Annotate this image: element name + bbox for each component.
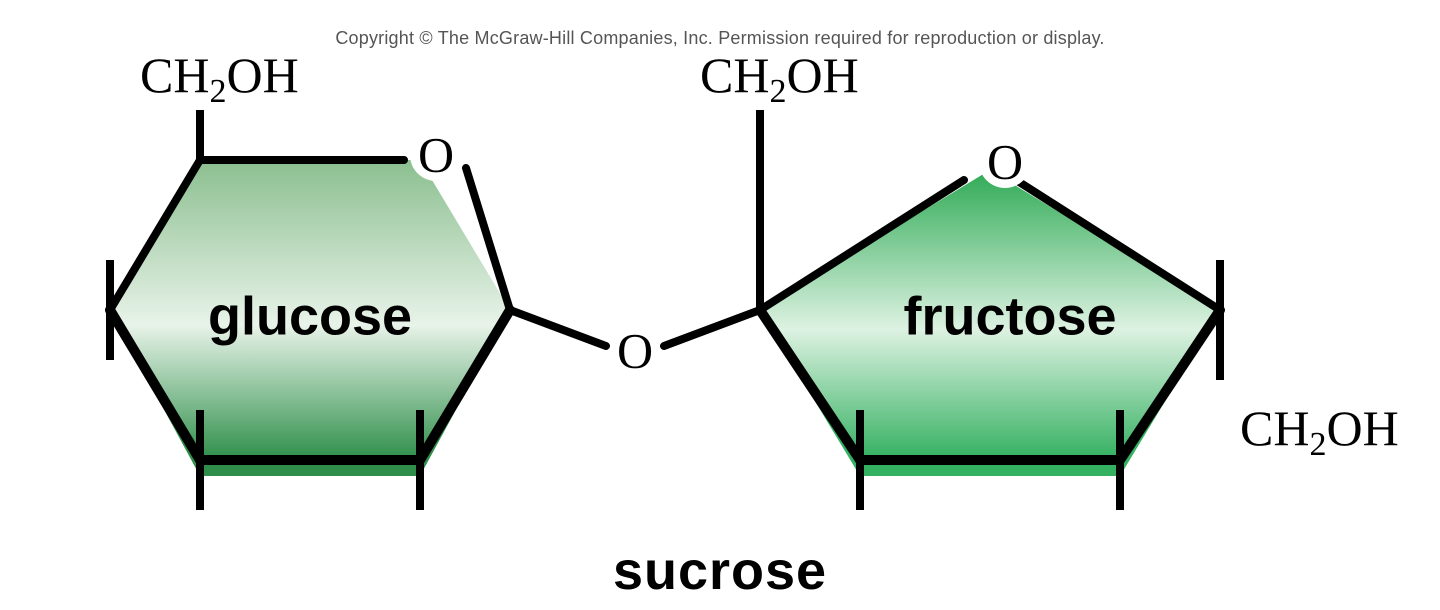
fructose-ring: O fructose (760, 110, 1220, 510)
molecule-title: sucrose (0, 540, 1440, 602)
glycosidic-oxygen: O (617, 322, 653, 378)
fructose-ch2oh-top-label: CH2OH (700, 47, 859, 110)
glucose-ch2oh-label: CH2OH (140, 47, 299, 110)
fructose-label: fructose (903, 286, 1116, 346)
glucose-label: glucose (208, 286, 412, 346)
glucose-ring-oxygen: O (418, 126, 454, 182)
fructose-ring-oxygen: O (987, 133, 1023, 189)
copyright-text: Copyright © The McGraw-Hill Companies, I… (0, 28, 1440, 49)
glucose-ring: O glucose (110, 110, 510, 510)
fructose-ch2oh-right-label: CH2OH (1240, 400, 1399, 463)
glycosidic-bond: O (510, 310, 760, 378)
sucrose-diagram: O glucose O fructose O CH2OH CH2OH (0, 0, 1440, 610)
